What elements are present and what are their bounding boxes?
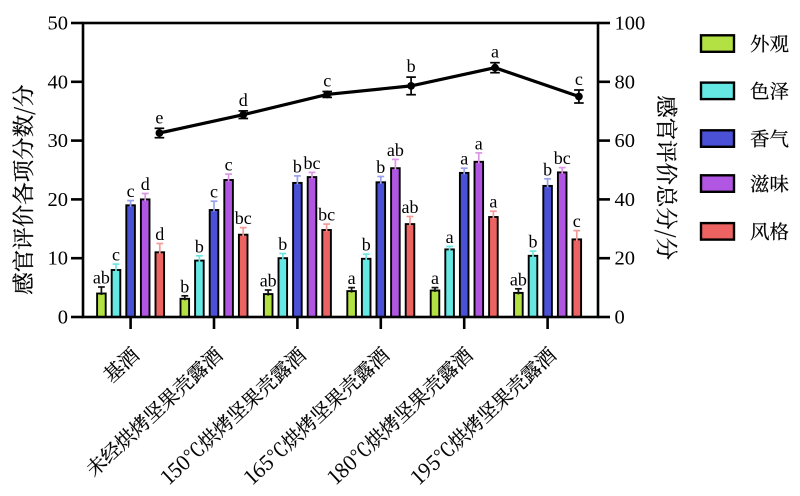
svg-text:c: c — [575, 69, 583, 89]
svg-text:ab: ab — [260, 271, 277, 291]
svg-text:b: b — [407, 56, 416, 76]
svg-text:bc: bc — [554, 148, 571, 168]
svg-text:80: 80 — [615, 71, 636, 93]
svg-text:c: c — [323, 71, 331, 91]
svg-text:bc: bc — [235, 208, 252, 228]
svg-text:c: c — [127, 181, 135, 201]
svg-text:b: b — [529, 232, 538, 252]
svg-text:c: c — [112, 245, 120, 265]
svg-text:a: a — [348, 268, 356, 288]
svg-text:c: c — [225, 155, 233, 175]
svg-text:b: b — [362, 235, 371, 255]
svg-text:a: a — [431, 268, 439, 288]
svg-text:b: b — [195, 236, 204, 256]
svg-text:ab: ab — [387, 140, 404, 160]
svg-text:0: 0 — [58, 307, 68, 329]
svg-text:a: a — [489, 192, 497, 212]
svg-text:40: 40 — [615, 189, 636, 211]
svg-text:20: 20 — [48, 189, 69, 211]
svg-text:50: 50 — [48, 13, 69, 35]
svg-text:a: a — [446, 227, 454, 247]
svg-text:d: d — [155, 224, 164, 244]
svg-text:a: a — [475, 133, 483, 153]
svg-text:a: a — [491, 42, 499, 62]
svg-text:b: b — [376, 157, 385, 177]
svg-text:c: c — [210, 182, 218, 202]
svg-text:c: c — [573, 211, 581, 231]
svg-text:ab: ab — [93, 268, 110, 288]
svg-text:b: b — [293, 156, 302, 176]
svg-text:e: e — [155, 107, 163, 127]
svg-text:d: d — [141, 174, 150, 194]
svg-text:b: b — [543, 159, 552, 179]
svg-text:bc: bc — [318, 205, 335, 225]
svg-text:ab: ab — [510, 269, 527, 289]
svg-text:a: a — [460, 149, 468, 169]
svg-text:30: 30 — [48, 130, 69, 152]
svg-text:d: d — [239, 90, 248, 110]
svg-text:0: 0 — [615, 307, 625, 329]
svg-text:b: b — [278, 234, 287, 254]
svg-text:40: 40 — [48, 71, 69, 93]
svg-text:20: 20 — [615, 248, 636, 270]
svg-text:100: 100 — [615, 13, 646, 35]
svg-text:10: 10 — [48, 248, 69, 270]
svg-text:bc: bc — [304, 153, 321, 173]
svg-text:ab: ab — [402, 197, 419, 217]
svg-text:60: 60 — [615, 130, 636, 152]
svg-text:b: b — [180, 276, 189, 296]
